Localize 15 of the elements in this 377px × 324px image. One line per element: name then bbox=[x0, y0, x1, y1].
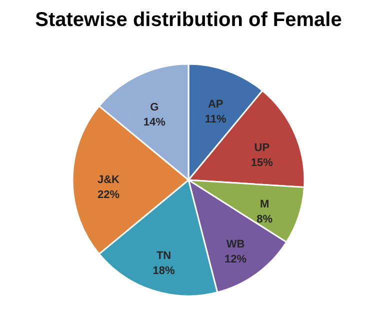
data-label: 15% bbox=[250, 157, 274, 170]
slice-label: M bbox=[260, 198, 270, 211]
data-label: 11% bbox=[204, 114, 227, 126]
slice-label: UP bbox=[254, 142, 270, 154]
data-label: 12% bbox=[224, 254, 247, 266]
data-label: 14% bbox=[143, 116, 166, 129]
slice-label: G bbox=[150, 102, 159, 114]
data-label: 22% bbox=[97, 189, 120, 201]
slice-label: AP bbox=[208, 98, 224, 111]
data-label: 18% bbox=[152, 265, 175, 278]
slice-label: TN bbox=[156, 250, 172, 262]
data-label: 8% bbox=[256, 214, 273, 226]
slice-label: WB bbox=[226, 238, 245, 251]
chart-title: Statewise distribution of Female bbox=[35, 9, 342, 31]
slice-label: J&K bbox=[97, 174, 120, 186]
